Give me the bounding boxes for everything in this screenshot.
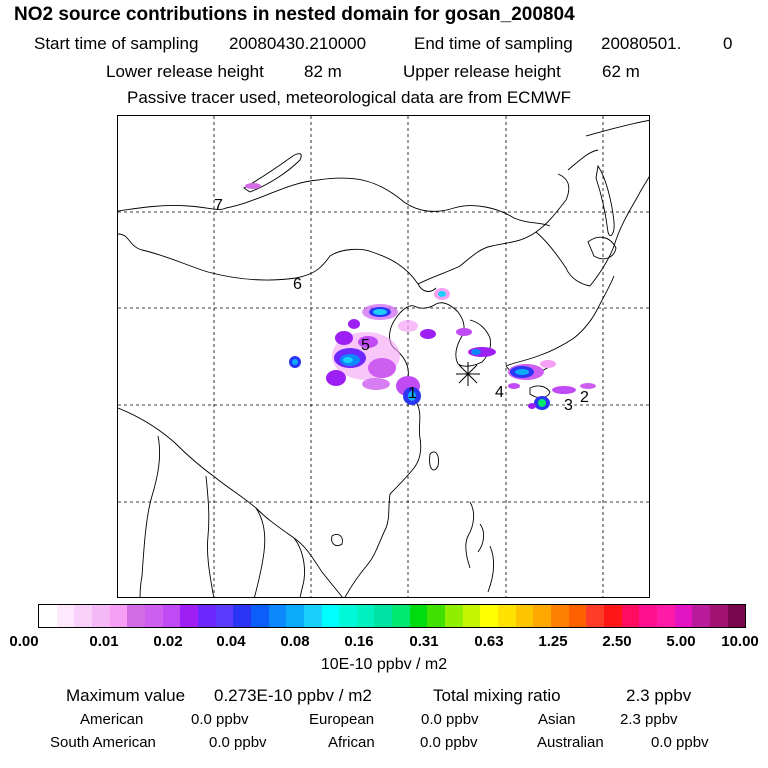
coastline-borders — [118, 119, 649, 597]
source-contribution-field — [245, 183, 596, 410]
colorbar-swatch — [586, 605, 604, 627]
colorbar-swatch — [533, 605, 552, 627]
colorbar-swatch — [197, 605, 216, 627]
colorbar-swatch — [604, 605, 622, 627]
colorbar-swatch — [356, 605, 375, 627]
lower-height-value: 82 m — [304, 62, 342, 81]
colorbar-tick: 0.01 — [89, 633, 119, 650]
colorbar-swatch — [250, 605, 269, 627]
colorbar-swatch — [303, 605, 322, 627]
colorbar-swatch — [727, 605, 746, 627]
end-time-value: 20080501. — [601, 34, 682, 53]
region-label-1: 1 — [408, 385, 417, 402]
total-mixing-label: Total mixing ratio — [433, 686, 561, 705]
map-title: NO2 source contributions in nested domai… — [14, 4, 575, 25]
colorbar-swatch — [551, 605, 569, 627]
colorbar-swatch — [409, 605, 428, 627]
tracer-note: Passive tracer used, meteorological data… — [127, 88, 572, 107]
colorbar-swatch — [144, 605, 163, 627]
colorbar-swatch — [215, 605, 234, 627]
region-name: South American — [50, 734, 156, 751]
colorbar-swatch — [462, 605, 481, 627]
region-value: 0.0 ppbv — [651, 734, 709, 751]
colorbar-tick: 0.00 — [9, 633, 39, 650]
colorbar-swatch — [498, 605, 516, 627]
colorbar-tick: 10.00 — [721, 633, 759, 650]
region-value: 0.0 ppbv — [191, 711, 249, 728]
colorbar-swatch — [268, 605, 287, 627]
colorbar-swatch — [639, 605, 657, 627]
colorbar-tick: 5.00 — [666, 633, 696, 650]
colorbar-tick: 1.25 — [538, 633, 568, 650]
colorbar-swatch — [233, 605, 251, 627]
colorbar-unit: 10E-10 ppbv / m2 — [320, 656, 448, 673]
colorbar-swatch — [445, 605, 463, 627]
colorbar — [38, 604, 746, 628]
colorbar-tick: 0.63 — [474, 633, 504, 650]
colorbar-swatch — [56, 605, 75, 627]
region-name: Asian — [538, 711, 576, 728]
colorbar-swatch — [91, 605, 110, 627]
map-grid — [118, 116, 649, 597]
region-value: 0.0 ppbv — [420, 734, 478, 751]
colorbar-tick: 0.08 — [280, 633, 310, 650]
region-value: 0.0 ppbv — [209, 734, 267, 751]
colorbar-swatch — [127, 605, 145, 627]
colorbar-swatch — [427, 605, 446, 627]
colorbar-swatch — [109, 605, 128, 627]
start-time-label: Start time of sampling — [34, 34, 199, 53]
colorbar-swatch — [321, 605, 340, 627]
colorbar-swatch — [74, 605, 92, 627]
colorbar-swatch — [674, 605, 693, 627]
region-label-7: 7 — [214, 197, 223, 214]
max-value: 0.273E-10 ppbv / m2 — [214, 686, 372, 705]
colorbar-swatch — [180, 605, 198, 627]
colorbar-swatch — [692, 605, 710, 627]
colorbar-swatch — [392, 605, 410, 627]
max-value-label: Maximum value — [66, 686, 186, 705]
start-time-value: 20080430.210000 — [229, 34, 367, 53]
region-name: European — [309, 711, 375, 728]
colorbar-swatch — [568, 605, 587, 627]
colorbar-swatch — [39, 605, 57, 627]
upper-height-label: Upper release height — [403, 62, 561, 81]
lower-height-label: Lower release height — [106, 62, 264, 81]
region-name: American — [80, 711, 144, 728]
receptor-asterisk-icon — [456, 362, 480, 386]
colorbar-tick: 0.31 — [409, 633, 439, 650]
colorbar-swatch — [480, 605, 499, 627]
end-time-value-2: 0 — [723, 34, 733, 53]
map-panel: 1 2 3 4 5 6 7 — [117, 115, 650, 598]
colorbar-tick: 0.04 — [216, 633, 246, 650]
colorbar-tick: 0.16 — [344, 633, 374, 650]
upper-height-value: 62 m — [602, 62, 640, 81]
colorbar-swatch — [621, 605, 640, 627]
region-label-4: 4 — [495, 384, 504, 401]
region-name: Australian — [537, 734, 604, 751]
colorbar-tick: 2.50 — [602, 633, 632, 650]
region-value: 0.0 ppbv — [421, 711, 479, 728]
total-mixing-value: 2.3 ppbv — [626, 686, 692, 705]
region-label-2: 2 — [580, 389, 589, 406]
colorbar-swatch — [339, 605, 357, 627]
region-label-6: 6 — [293, 276, 302, 293]
colorbar-swatch — [515, 605, 534, 627]
region-value: 2.3 ppbv — [620, 711, 678, 728]
colorbar-swatch — [162, 605, 181, 627]
region-label-3: 3 — [564, 397, 573, 414]
region-name: African — [328, 734, 375, 751]
colorbar-swatch — [374, 605, 393, 627]
end-time-label: End time of sampling — [414, 34, 573, 53]
region-label-5: 5 — [361, 337, 370, 354]
colorbar-swatch — [286, 605, 304, 627]
colorbar-swatch — [656, 605, 675, 627]
colorbar-tick: 0.02 — [153, 633, 183, 650]
colorbar-swatch — [709, 605, 728, 627]
